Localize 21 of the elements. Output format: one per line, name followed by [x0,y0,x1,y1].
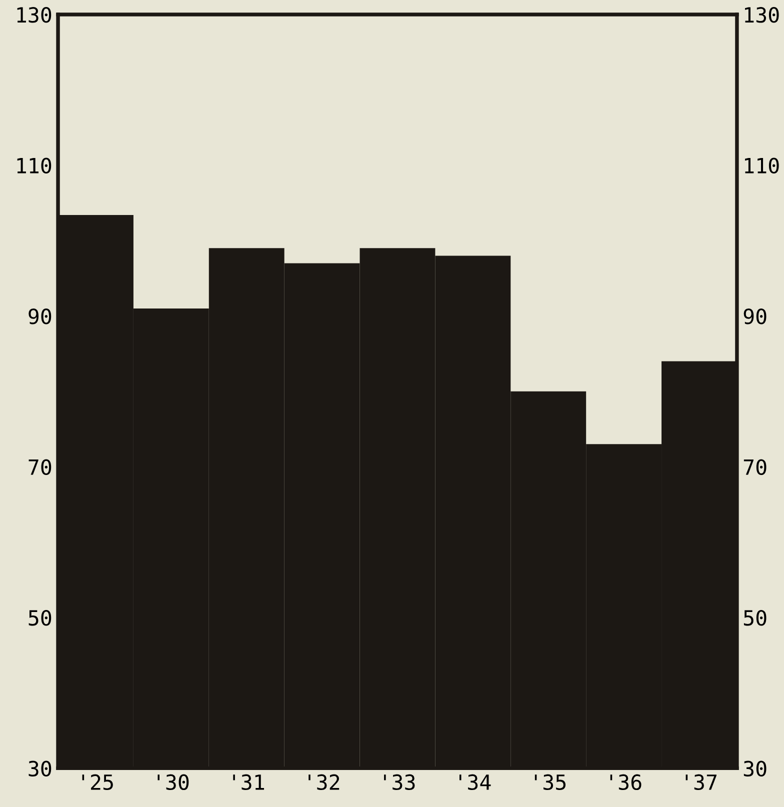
x-tick-label: '30 [158,774,189,790]
x-tick-label: '25 [82,774,113,790]
y2-tick-label: 70 [744,459,766,476]
y-tick-label: 50 [28,610,52,626]
y-tick-label: 130 [17,7,52,23]
y-tick-label: 30 [28,760,52,777]
y2-tick-label: 110 [745,158,779,174]
y2-tick-label: 90 [744,308,766,324]
y2-tick-label: 130 [745,7,779,23]
x-tick-label: '31 [233,774,264,790]
x-tick-label: '37 [686,774,716,790]
x-tick-label: '33 [384,774,415,790]
x-tick-label: '34 [459,774,491,790]
y-tick-label: 110 [17,158,52,174]
y-tick-label: 70 [28,459,52,476]
x-tick-label: '36 [610,774,642,790]
y2-tick-label: 30 [744,760,766,777]
x-tick-label: '35 [534,774,566,790]
y2-tick-label: 50 [744,610,766,626]
x-tick-label: '32 [308,774,340,790]
y-tick-label: 90 [28,308,52,324]
